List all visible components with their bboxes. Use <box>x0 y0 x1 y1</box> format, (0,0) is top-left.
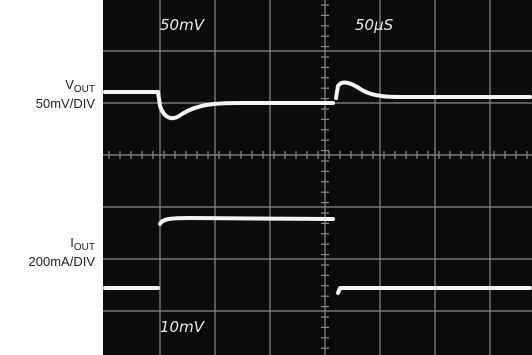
scope-vscale: 50mV <box>160 16 206 34</box>
iout-subscript: OUT <box>74 242 95 253</box>
vout-trace-1 <box>103 90 335 121</box>
scope-iscale: 10mV <box>160 318 206 336</box>
graticule <box>103 0 532 355</box>
vout-symbol: V <box>65 77 74 92</box>
iout-trace-low-2 <box>336 286 532 295</box>
scope-screen <box>103 0 532 355</box>
iout-label: IOUT <box>70 235 95 253</box>
scope-timebase: 50μS <box>355 16 394 34</box>
vout-trace-2 <box>334 80 532 100</box>
vout-scale: 50mV/DIV <box>36 96 96 111</box>
iout-trace-high <box>158 216 335 226</box>
vout-subscript: OUT <box>74 84 95 95</box>
vout-label: VOUT <box>65 77 95 95</box>
iout-symbol: I <box>70 235 74 250</box>
iout-scale: 200mA/DIV <box>29 254 96 269</box>
